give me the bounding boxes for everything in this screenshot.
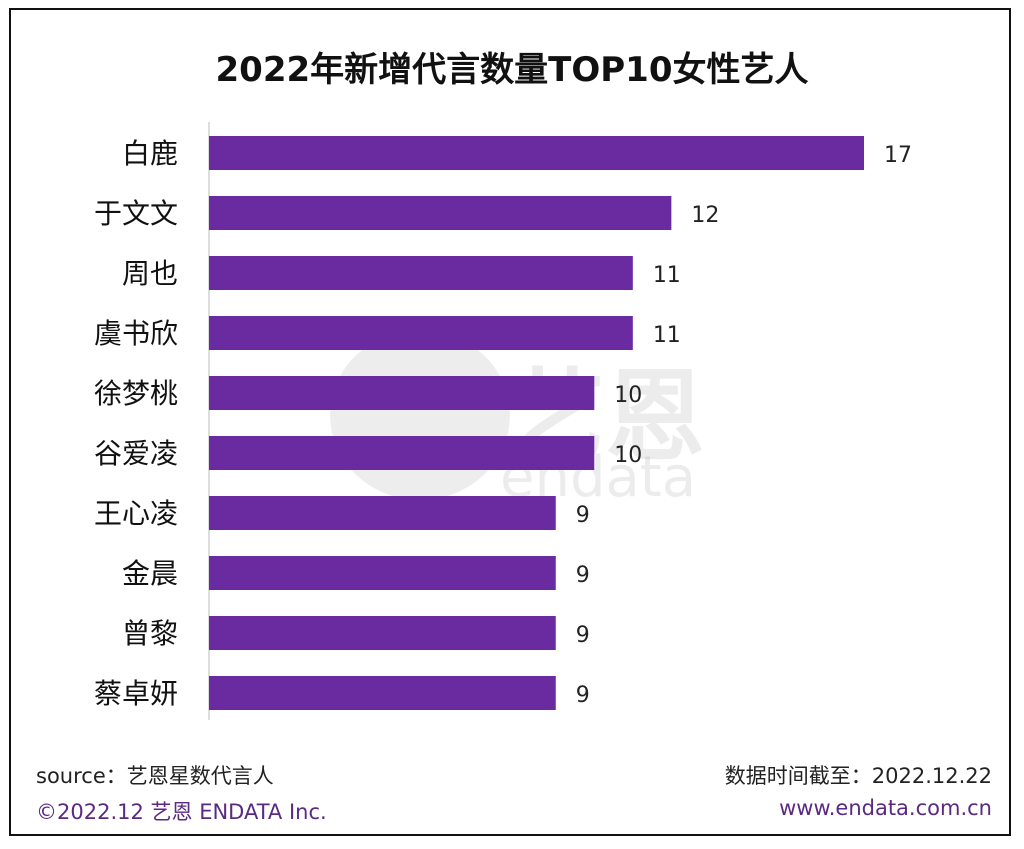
copyright: ©2022.12 艺恩 ENDATA Inc. [36, 800, 327, 824]
category-label: 谷爱凌 [94, 437, 178, 470]
data-label: 11 [653, 263, 681, 288]
category-label: 白鹿 [122, 137, 178, 170]
category-label: 虞书欣 [94, 317, 178, 350]
bar [209, 196, 672, 230]
data-label: 9 [576, 563, 590, 588]
chart-title: 2022年新增代言数量TOP10女性艺人 [215, 50, 809, 90]
category-label: 徐梦桃 [94, 377, 178, 410]
data-label: 17 [884, 143, 912, 168]
bar [209, 256, 633, 290]
data-label: 12 [691, 203, 719, 228]
website-link[interactable]: www.endata.com.cn [779, 796, 992, 820]
category-label: 王心凌 [94, 497, 178, 530]
chart-frame [9, 8, 1011, 836]
bar [209, 616, 556, 650]
bar [209, 496, 556, 530]
bar [209, 316, 633, 350]
data-label: 9 [576, 683, 590, 708]
bar [209, 136, 864, 170]
data-date: 数据时间截至：2022.12.22 [724, 764, 992, 788]
category-label: 金晨 [122, 557, 178, 590]
category-label: 于文文 [94, 197, 178, 230]
watermark-logo [330, 330, 510, 500]
data-label: 10 [614, 443, 642, 468]
data-label: 9 [576, 503, 590, 528]
bar [209, 556, 556, 590]
data-label: 11 [653, 323, 681, 348]
bar [209, 376, 595, 410]
data-label: 9 [576, 623, 590, 648]
source-text: source：艺恩星数代言人 [36, 764, 274, 788]
data-label: 10 [614, 383, 642, 408]
category-label: 蔡卓妍 [94, 677, 178, 710]
category-label: 周也 [122, 257, 178, 290]
category-label: 曾黎 [122, 617, 178, 650]
bar [209, 436, 595, 470]
bar [209, 676, 556, 710]
